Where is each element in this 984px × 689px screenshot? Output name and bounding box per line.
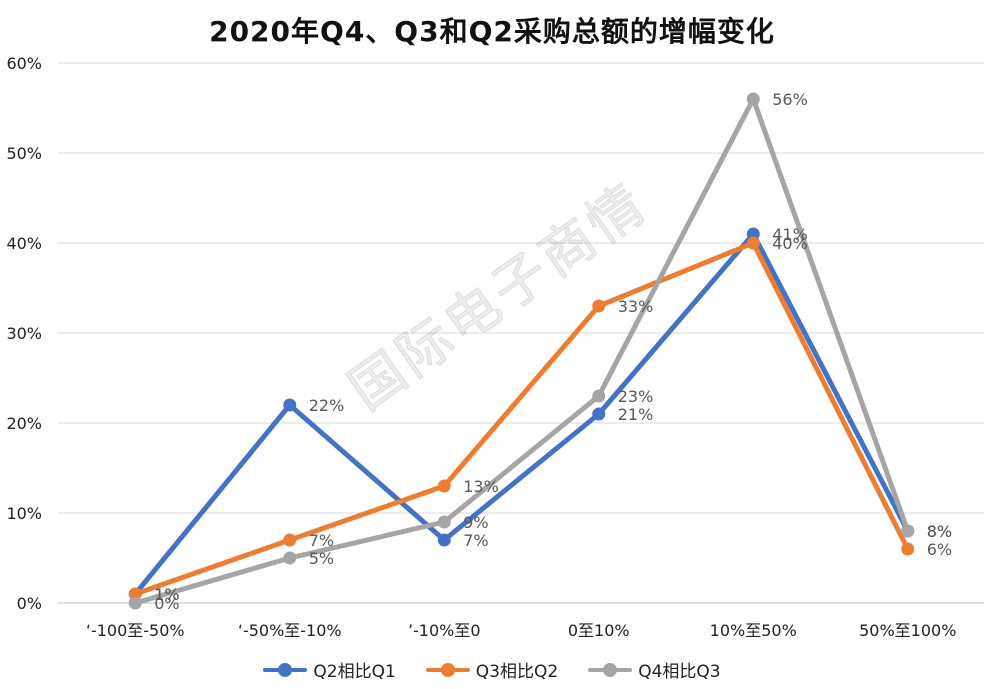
x-tick-label: 50%至100% — [859, 621, 956, 640]
data-label: 0% — [154, 594, 179, 613]
data-label: 5% — [309, 549, 334, 568]
data-point — [901, 524, 915, 538]
data-point — [592, 389, 606, 403]
data-label: 8% — [927, 522, 952, 541]
data-label: 9% — [463, 513, 488, 532]
series-line — [132, 96, 911, 606]
data-label: 33% — [618, 297, 654, 316]
data-point — [283, 398, 297, 412]
data-label: 1% — [154, 585, 179, 604]
y-tick-label: 10% — [6, 504, 42, 523]
y-tick-label: 40% — [6, 234, 42, 253]
data-label: 22% — [309, 396, 345, 415]
data-label: 7% — [463, 531, 488, 550]
chart-title: 2020年Q4、Q3和Q2采购总额的增幅变化 — [209, 15, 775, 48]
data-point — [283, 551, 297, 565]
data-label: 23% — [618, 387, 654, 406]
data-label: 7% — [309, 531, 334, 550]
y-tick-label: 20% — [6, 414, 42, 433]
data-label: 21% — [618, 405, 654, 424]
y-tick-label: 30% — [6, 324, 42, 343]
data-label: 8% — [927, 522, 952, 541]
data-point — [128, 596, 142, 610]
legend-swatch-q4 — [588, 662, 633, 677]
data-point — [592, 407, 606, 421]
series-line — [132, 240, 911, 597]
data-point — [283, 533, 297, 547]
legend-item-q3[interactable]: Q3相比Q2 — [425, 657, 559, 682]
data-label: 40% — [772, 234, 808, 253]
data-point — [437, 515, 451, 529]
y-tick-label: 50% — [6, 144, 42, 163]
data-label: 56% — [772, 90, 808, 109]
legend-swatch-q3 — [425, 662, 470, 677]
data-label: 13% — [463, 477, 499, 496]
data-label: 6% — [927, 540, 952, 559]
series-line — [132, 231, 911, 597]
x-tick-label: ‘-100至-50% — [86, 621, 185, 640]
x-tick-label: ’-10%至0 — [408, 621, 481, 640]
y-tick-label: 0% — [17, 594, 42, 613]
data-point — [437, 479, 451, 493]
data-point — [128, 587, 142, 601]
legend-label-q3: Q3相比Q2 — [475, 662, 559, 682]
x-tick-label: 0至10% — [568, 621, 630, 640]
data-point — [901, 542, 915, 556]
data-point — [746, 92, 760, 106]
data-label: 41% — [772, 225, 808, 244]
legend: Q2相比Q1 Q3相比Q2 Q4相比Q3 — [0, 657, 984, 682]
data-point — [746, 236, 760, 250]
legend-item-q2[interactable]: Q2相比Q1 — [263, 657, 396, 682]
y-tick-label: 60% — [6, 54, 42, 73]
legend-swatch-q2 — [263, 662, 308, 677]
data-point — [746, 227, 760, 241]
legend-label-q4: Q4相比Q3 — [638, 662, 721, 682]
legend-item-q4[interactable]: Q4相比Q3 — [588, 657, 721, 682]
legend-label-q2: Q2相比Q1 — [313, 662, 396, 682]
data-point — [437, 533, 451, 547]
data-point — [592, 299, 606, 313]
x-tick-label: ‘-50%至-10% — [238, 621, 342, 640]
data-label: 1% — [154, 585, 179, 604]
x-tick-label: 10%至50% — [710, 621, 797, 640]
